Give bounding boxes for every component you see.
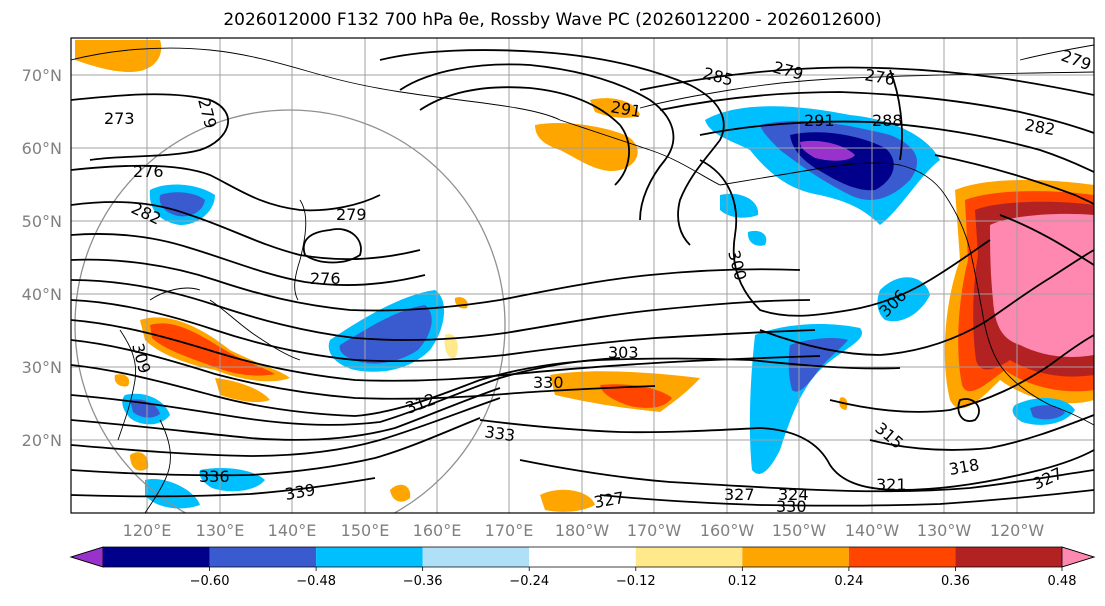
colorbar-extend-high [1061, 546, 1096, 568]
lat-label-40: 40°N [22, 285, 62, 304]
colorbar-segment [422, 547, 530, 567]
lon-label-120w: 120°W [990, 521, 1045, 540]
map-title: 2026012000 F132 700 hPa θe, Rossby Wave … [223, 10, 882, 30]
lat-label-50: 50°N [22, 212, 62, 231]
lon-label-150w: 150°W [772, 521, 827, 540]
contour-label-324: 324 [778, 485, 809, 504]
colorbar-segment [316, 547, 423, 567]
contour-label-327a: 327 [724, 485, 755, 504]
lat-label-60: 60°N [22, 139, 62, 158]
colorbar-tick-label: −0.60 [190, 574, 230, 589]
lat-label-70: 70°N [22, 66, 62, 85]
contour-label-279b: 279 [336, 205, 367, 224]
colorbar-tick-label: −0.36 [403, 574, 443, 589]
colorbar-tick-label: 0.12 [728, 574, 757, 589]
contour-label-330a: 330 [533, 373, 564, 392]
contour-label-336: 336 [199, 467, 230, 486]
lon-label-160w: 160°W [700, 521, 755, 540]
colorbar-segment [529, 547, 636, 567]
colorbar-tick-label: −0.24 [509, 574, 549, 589]
lon-label-170w: 170°W [627, 521, 682, 540]
colorbar-tick-label: 0.36 [941, 574, 970, 589]
colorbar-segment [742, 547, 849, 567]
contour-label-330b: 330 [776, 497, 807, 516]
map-frame [70, 37, 1095, 514]
colorbar-segment [848, 547, 956, 567]
lat-label-30: 30°N [22, 358, 62, 377]
colorbar-tick-label: 0.48 [1048, 574, 1077, 589]
anomaly-shading [75, 40, 1094, 512]
contour-label-321: 321 [876, 475, 907, 494]
lon-label-120e: 120°E [123, 521, 172, 540]
colorbar-tick-label: 0.24 [834, 574, 863, 589]
lat-label-20: 20°N [22, 431, 62, 450]
longitude-axis: 120°E 130°E 140°E 150°E 160°E 170°E 180°… [123, 521, 1045, 540]
colorbar-outline [69, 546, 1096, 568]
colorbar: −0.60 −0.48 −0.36 −0.24 −0.12 0.12 0.24 0.36 0.4… [69, 546, 1096, 589]
contour-label-291b: 291 [804, 111, 835, 130]
contour-label-333: 333 [483, 422, 516, 445]
contour-label-273: 273 [104, 109, 135, 128]
contour-label-303: 303 [608, 343, 639, 362]
theta-e-contours [71, 49, 1094, 507]
contour-label-276b: 276 [310, 269, 341, 288]
lon-label-170e: 170°E [485, 521, 534, 540]
coastlines [71, 44, 1094, 513]
colorbar-segment [635, 547, 743, 567]
contour-label-288: 288 [872, 111, 903, 130]
lon-label-130e: 130°E [196, 521, 245, 540]
colorbar-segment [103, 547, 210, 567]
lon-label-130w: 130°W [917, 521, 972, 540]
colorbar-tick-label: −0.12 [616, 574, 656, 589]
lon-label-150e: 150°E [341, 521, 390, 540]
gridlines [71, 38, 1094, 513]
colorbar-extend-low [69, 546, 104, 568]
contour-label-276a: 276 [133, 162, 164, 181]
colorbar-segment [955, 547, 1062, 567]
lon-label-140e: 140°E [268, 521, 317, 540]
lon-label-140w: 140°W [845, 521, 900, 540]
colorbar-segment [209, 547, 317, 567]
lon-label-160e: 160°E [413, 521, 462, 540]
lon-label-180w: 180°W [555, 521, 610, 540]
colorbar-tick-label: −0.48 [296, 574, 336, 589]
latitude-axis: 70°N 60°N 50°N 40°N 30°N 20°N [22, 66, 62, 450]
